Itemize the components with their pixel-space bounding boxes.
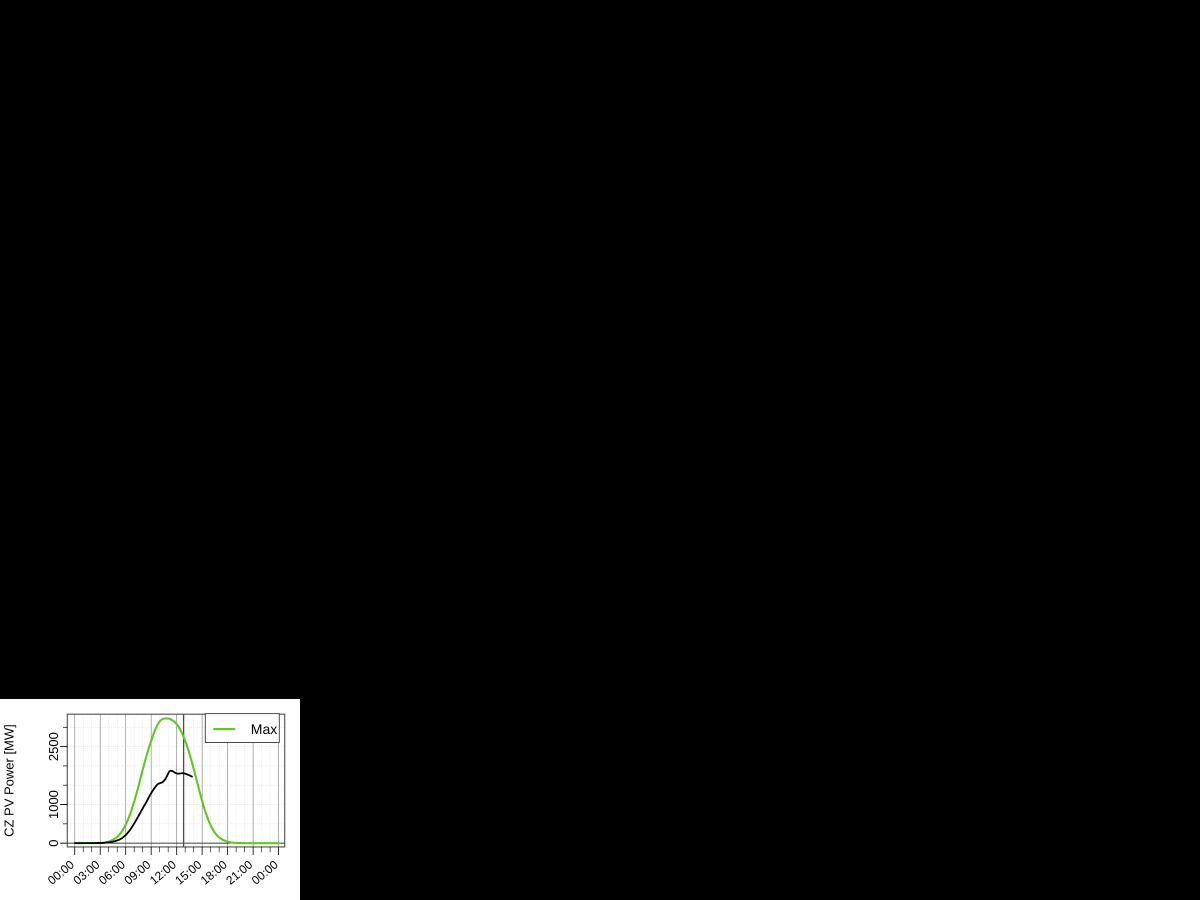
svg-text:0: 0 xyxy=(46,840,61,847)
svg-text:Max: Max xyxy=(251,721,277,737)
svg-text:2500: 2500 xyxy=(46,732,61,761)
svg-text:1000: 1000 xyxy=(46,790,61,819)
svg-text:CZ PV Power [MW]: CZ PV Power [MW] xyxy=(2,724,17,837)
